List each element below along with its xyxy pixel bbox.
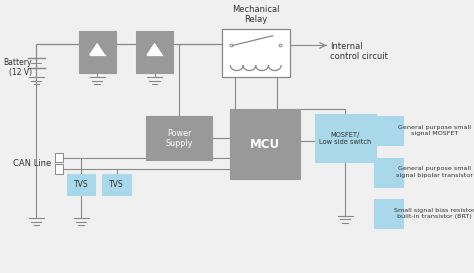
- Polygon shape: [90, 43, 105, 55]
- Text: Battery
(12 V): Battery (12 V): [4, 58, 32, 77]
- Text: General purpose small
signal MOSFET: General purpose small signal MOSFET: [398, 125, 471, 136]
- Text: General purpose small
signal bipolar transistor: General purpose small signal bipolar tra…: [396, 167, 473, 178]
- Text: Internal
control circuit: Internal control circuit: [330, 41, 388, 61]
- Bar: [146, 116, 212, 161]
- Text: Power
Supply: Power Supply: [165, 129, 192, 148]
- Bar: [67, 174, 95, 195]
- Text: TVS: TVS: [74, 180, 89, 189]
- Text: Small signal bias resistor
built-in transistor (BRT): Small signal bias resistor built-in tran…: [394, 208, 474, 219]
- Bar: [55, 164, 64, 174]
- Bar: [79, 31, 116, 73]
- Text: Mechanical
Relay: Mechanical Relay: [232, 5, 280, 24]
- Bar: [136, 31, 173, 73]
- Text: TVS: TVS: [109, 180, 124, 189]
- Bar: [55, 153, 64, 162]
- Bar: [230, 109, 300, 179]
- Bar: [374, 116, 474, 145]
- Text: MCU: MCU: [250, 138, 280, 150]
- Bar: [374, 199, 474, 228]
- Bar: [102, 174, 131, 195]
- Polygon shape: [147, 43, 162, 55]
- Text: MOSFET/
Low side switch: MOSFET/ Low side switch: [319, 132, 371, 145]
- Text: CAN Line: CAN Line: [13, 159, 52, 168]
- Bar: [315, 114, 375, 162]
- Bar: [222, 29, 290, 77]
- Bar: [374, 158, 474, 186]
